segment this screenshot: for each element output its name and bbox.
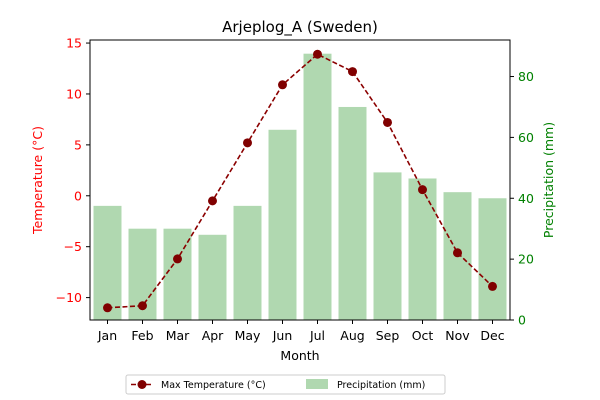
axes: Jan Feb Mar Apr May Jun Jul Aug Sep Oct Nov Dec −10 −… xyxy=(56,36,534,343)
y-right-tick-label: 60 xyxy=(518,130,534,145)
x-tick-label-dec: Dec xyxy=(480,328,504,343)
temp-point-sep xyxy=(383,117,392,127)
x-tick-label-mar: Mar xyxy=(166,328,190,343)
legend: Max Temperature (°C) Precipitation (mm) xyxy=(125,374,446,395)
x-tick-label-apr: Apr xyxy=(202,328,224,343)
plot-frame xyxy=(89,39,511,321)
x-tick-label-oct: Oct xyxy=(412,328,434,343)
x-axis-label: Month xyxy=(280,348,319,363)
y-right-tick-label: 20 xyxy=(518,252,534,267)
precip-bar-jul xyxy=(303,53,332,321)
temp-point-dec xyxy=(488,281,497,291)
precip-bar-apr xyxy=(198,234,227,320)
temp-point-apr xyxy=(208,196,217,206)
y-right-axis-label: Precipitation (mm) xyxy=(541,122,556,238)
temp-point-aug xyxy=(348,67,357,77)
precip-bar-dec xyxy=(478,198,507,320)
x-tick-label-jun: Jun xyxy=(272,328,293,343)
precipitation-bars xyxy=(93,53,507,321)
y-left-tick-label: 15 xyxy=(66,36,82,51)
temperature-line xyxy=(103,49,497,313)
y-left-tick-label: 5 xyxy=(74,137,82,152)
y-left-axis-label: Temperature (°C) xyxy=(30,126,45,235)
legend-marker-swatch xyxy=(137,380,147,389)
legend-label-precipitation: Precipitation (mm) xyxy=(337,380,425,391)
temp-point-jul xyxy=(313,49,322,59)
y-right-tick-label: 80 xyxy=(518,69,534,84)
x-tick-label-aug: Aug xyxy=(340,328,364,343)
x-tick-label-jan: Jan xyxy=(97,328,117,343)
y-left-tick-label: −5 xyxy=(64,239,82,254)
precip-bar-oct xyxy=(408,178,437,320)
temp-point-feb xyxy=(138,301,147,311)
x-tick-label-jul: Jul xyxy=(309,328,325,343)
chart-title: Arjeplog_A (Sweden) xyxy=(222,18,378,37)
temp-point-mar xyxy=(173,254,182,264)
y-right-tick-label: 0 xyxy=(518,313,526,328)
legend-label-temperature: Max Temperature (°C) xyxy=(161,380,266,391)
x-tick-label-may: May xyxy=(235,328,261,343)
precip-bar-jan xyxy=(93,205,122,320)
y-left-tick-label: 10 xyxy=(66,86,82,101)
y-right-tick-label: 40 xyxy=(518,191,534,206)
x-tick-label-nov: Nov xyxy=(445,328,470,343)
temp-point-oct xyxy=(418,185,427,195)
precip-bar-aug xyxy=(338,106,367,321)
y-left-tick-label: −10 xyxy=(56,290,82,305)
precip-bar-jun xyxy=(268,129,297,320)
temp-point-jan xyxy=(103,303,112,313)
legend-frame xyxy=(125,374,446,395)
precip-bar-sep xyxy=(373,172,402,320)
precip-bar-may xyxy=(233,205,262,320)
x-tick-label-sep: Sep xyxy=(376,328,400,343)
temp-point-jun xyxy=(278,80,287,90)
x-tick-label-feb: Feb xyxy=(131,328,153,343)
precip-bar-mar xyxy=(163,228,192,320)
temp-point-nov xyxy=(453,248,462,258)
legend-bar-swatch xyxy=(306,379,328,389)
y-left-tick-label: 0 xyxy=(74,188,82,203)
temperature-polyline xyxy=(107,53,494,309)
temp-point-may xyxy=(243,138,252,148)
